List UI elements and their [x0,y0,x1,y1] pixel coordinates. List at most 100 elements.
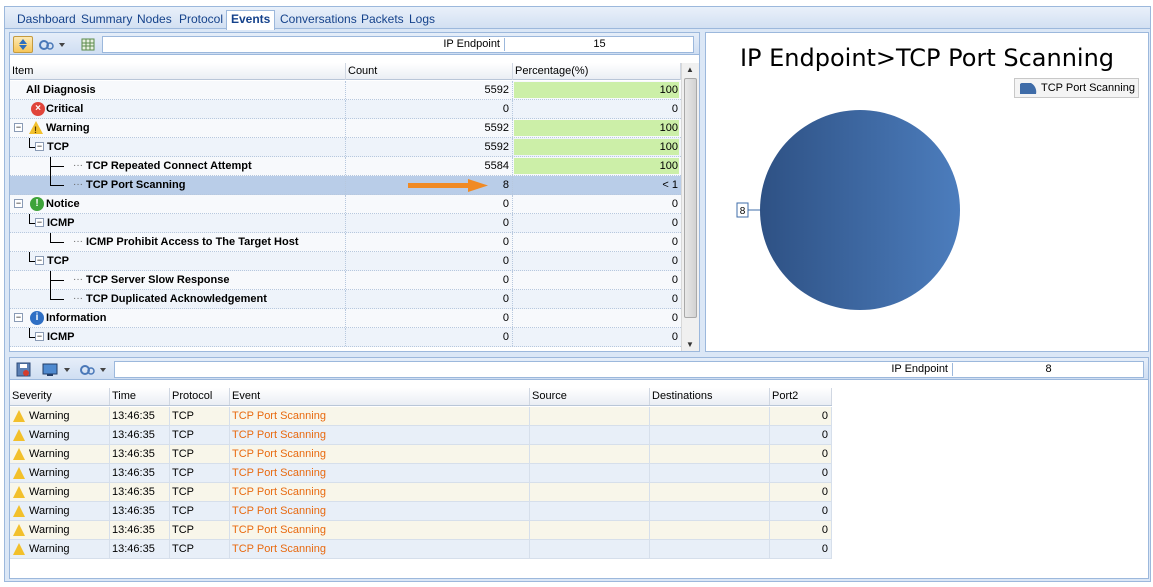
ip-endpoint-filter-bottom[interactable]: IP Endpoint 8 [114,361,1144,378]
tab-nodes[interactable]: Nodes [137,12,172,26]
event-cell-protocol: TCP [170,445,230,464]
pie-slice-tcp-port-scanning[interactable] [760,110,960,310]
tree-row-selected[interactable]: ··· TCP Port Scanning 8 < 1 [10,176,681,195]
col-source[interactable]: Source [530,388,650,405]
scroll-down-icon[interactable]: ▼ [686,340,694,349]
event-cell-protocol: TCP [170,540,230,559]
tree-cell-percentage: 0 [513,309,681,327]
tab-packets[interactable]: Packets [361,12,404,26]
events-header: Severity Time Protocol Event Source Dest… [10,388,832,406]
tree-connector [29,328,30,338]
col-percentage[interactable]: Percentage(%) [513,63,681,80]
tree-item-label: TCP [47,255,69,267]
event-row[interactable]: Warning 13:46:35 TCP TCP Port Scanning 0 [10,426,832,445]
percentage-value: 0 [671,274,678,286]
col-event[interactable]: Event [230,388,530,405]
grid-view-button[interactable] [78,36,98,53]
tree-item-label: ICMP [47,331,75,343]
event-cell-protocol: TCP [170,426,230,445]
tree-row[interactable]: −! Notice 0 0 [10,195,681,214]
tab-events[interactable]: Events [226,10,276,30]
event-cell-severity: Warning [10,426,110,445]
col-time[interactable]: Time [110,388,170,405]
event-cell-port2: 0 [770,464,832,483]
export-dropdown-button[interactable] [40,361,74,378]
diagnosis-tree-pane: IP Endpoint 15 Item Count Percentage(%) … [9,32,700,352]
tree-row[interactable]: − ICMP 0 0 [10,214,681,233]
event-cell-time: 13:46:35 [110,502,170,521]
scroll-up-icon[interactable]: ▲ [686,65,694,74]
col-protocol[interactable]: Protocol [170,388,230,405]
tree-row[interactable]: −! Warning 5592 100 [10,119,681,138]
tree-row[interactable]: × Critical 0 0 [10,100,681,119]
col-severity[interactable]: Severity [10,388,110,405]
tree-cell-count: 0 [346,309,513,327]
tree-scrollbar[interactable]: ▲ ▼ [681,63,699,351]
tab-conversations[interactable]: Conversations [280,12,357,26]
tree-row[interactable]: − TCP 5592 100 [10,138,681,157]
event-row[interactable]: Warning 13:46:35 TCP TCP Port Scanning 0 [10,464,832,483]
col-count[interactable]: Count [346,63,513,80]
tab-dashboard[interactable]: Dashboard [17,12,76,26]
event-row[interactable]: Warning 13:46:35 TCP TCP Port Scanning 0 [10,502,832,521]
event-row[interactable]: Warning 13:46:35 TCP TCP Port Scanning 0 [10,540,832,559]
count-value: 5592 [484,122,509,134]
count-value: 0 [502,331,509,343]
collapse-toggle-icon[interactable]: − [35,217,44,227]
tree-connector [50,233,51,243]
options-dropdown-button[interactable] [36,36,68,53]
tree-item-label: Notice [46,198,80,210]
scroll-thumb[interactable] [684,78,697,318]
event-row[interactable]: Warning 13:46:35 TCP TCP Port Scanning 0 [10,483,832,502]
tree-row[interactable]: − i Information 0 0 [10,309,681,328]
event-row[interactable]: Warning 13:46:35 TCP TCP Port Scanning 0 [10,521,832,540]
tree-cell-percentage: 0 [513,100,681,118]
tree-row[interactable]: − TCP 0 0 [10,252,681,271]
tab-summary[interactable]: Summary [81,12,133,26]
tree-row[interactable]: ··· TCP Duplicated Acknowledgement 0 0 [10,290,681,309]
tree-row[interactable]: ··· ICMP Prohibit Access to The Target Ho… [10,233,681,252]
tree-row[interactable]: ··· TCP Server Slow Response 0 0 [10,271,681,290]
collapse-toggle-icon[interactable]: − [14,312,23,322]
tab-logs[interactable]: Logs [409,12,436,26]
tree-row[interactable]: − ICMP 0 0 [10,328,681,347]
options-dropdown-button-2[interactable] [76,361,110,378]
col-port2[interactable]: Port2 [770,388,832,405]
save-button[interactable] [13,361,35,378]
tree-cell-item: ··· ICMP Prohibit Access to The Target Ho… [10,233,346,251]
tree-cell-item: − i Information [10,309,346,327]
collapse-toggle-icon[interactable]: − [35,255,44,265]
tree-cell-count: 0 [346,214,513,232]
ip-endpoint-filter[interactable]: IP Endpoint 15 [102,36,694,53]
event-cell-event: TCP Port Scanning [230,483,530,502]
percentage-bar [514,158,679,174]
tree-row[interactable]: ··· TCP Repeated Connect Attempt 5584 100 [10,157,681,176]
warning-icon [13,524,25,536]
tree-cell-count: 8 [346,176,513,194]
tree-cell-percentage: 100 [513,81,681,99]
col-destinations[interactable]: Destinations [650,388,770,405]
tree-row[interactable]: All Diagnosis 5592 100 [10,81,681,100]
count-value: 0 [502,217,509,229]
notice-icon: ! [30,197,44,211]
severity-text: Warning [29,543,70,555]
event-row[interactable]: Warning 13:46:35 TCP TCP Port Scanning 0 [10,445,832,464]
collapse-toggle-icon[interactable]: − [35,141,44,151]
col-item[interactable]: Item [10,63,346,80]
collapse-toggle-icon[interactable]: − [14,122,23,132]
tree-cell-count: 0 [346,271,513,289]
grid-icon [81,38,95,51]
warning-icon [13,486,25,498]
warning-icon [29,121,43,134]
event-cell-destinations [650,483,770,502]
collapse-toggle-icon[interactable]: − [35,331,44,341]
sort-button[interactable] [13,36,33,53]
tree-cell-count: 5592 [346,138,513,156]
pie-chart: 8 [736,110,960,310]
tab-protocol[interactable]: Protocol [179,12,224,26]
percentage-value: 0 [671,293,678,305]
count-value: 0 [502,312,509,324]
event-row[interactable]: Warning 13:46:35 TCP TCP Port Scanning 0 [10,407,832,426]
collapse-toggle-icon[interactable]: − [14,198,23,208]
chart-pane: IP Endpoint>TCP Port Scanning TCP Port S… [705,32,1149,352]
